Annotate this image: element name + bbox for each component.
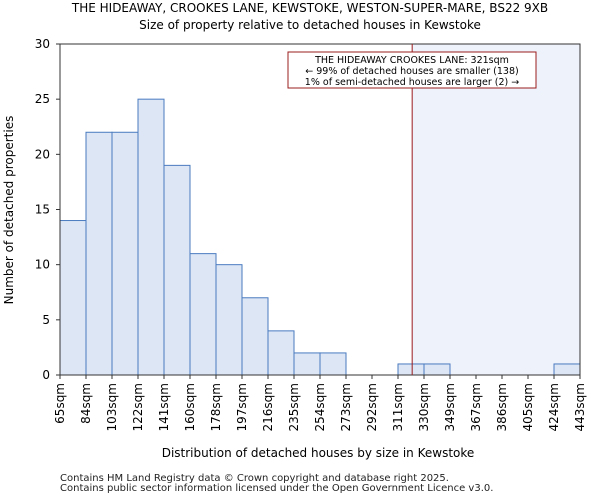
annotation-line: 1% of semi-detached houses are larger (2…: [305, 77, 519, 88]
x-tick-label: 197sqm: [235, 383, 249, 431]
y-axis-label: Number of detached properties: [2, 116, 16, 305]
x-tick-label: 367sqm: [469, 383, 483, 431]
x-tick-label: 178sqm: [209, 383, 223, 431]
y-tick-label: 25: [35, 92, 50, 106]
bar: [553, 363, 581, 376]
bar: [293, 352, 321, 376]
x-tick-label: 386sqm: [495, 383, 509, 431]
x-tick-label: 424sqm: [547, 383, 561, 431]
x-tick-label: 311sqm: [391, 383, 405, 431]
bar: [397, 363, 425, 376]
x-tick-label: 254sqm: [313, 383, 327, 431]
chart-title: THE HIDEAWAY, CROOKES LANE, KEWSTOKE, WE…: [71, 1, 548, 15]
plot-area: 0 5 10 15 20 25 30 65sqm 84sqm 103sqm 122sqm 141sqm…: [35, 37, 587, 431]
bar: [111, 131, 139, 376]
x-tick-label: 349sqm: [443, 383, 457, 431]
bar: [267, 330, 295, 376]
bar: [85, 131, 113, 376]
x-tick-label: 216sqm: [261, 383, 275, 431]
bar: [423, 363, 451, 376]
x-tick-label: 273sqm: [339, 383, 353, 431]
y-tick-label: 10: [35, 258, 50, 272]
chart-subtitle: Size of property relative to detached ho…: [139, 18, 481, 32]
bar: [189, 253, 217, 376]
x-tick-label: 84sqm: [79, 383, 93, 424]
bar: [137, 98, 165, 376]
y-tick-label: 30: [35, 37, 50, 51]
x-tick-label: 103sqm: [105, 383, 119, 431]
x-tick-label: 122sqm: [131, 383, 145, 431]
x-tick-label: 235sqm: [287, 383, 301, 431]
bar: [319, 352, 347, 376]
x-axis-label: Distribution of detached houses by size …: [162, 446, 475, 460]
bar: [241, 297, 269, 376]
y-tick-label: 20: [35, 147, 50, 161]
annotation-box: [287, 51, 537, 89]
x-tick-label: 65sqm: [53, 383, 67, 424]
x-tick-label: 141sqm: [157, 383, 171, 431]
y-tick-label: 0: [42, 368, 50, 382]
x-tick-label: 443sqm: [573, 383, 587, 431]
highlight-region: [412, 44, 580, 375]
annotation-line: THE HIDEAWAY CROOKES LANE: 321sqm: [314, 55, 509, 66]
footer-line-2: Contains public sector information licen…: [60, 483, 494, 494]
x-tick-label: 405sqm: [521, 383, 535, 431]
y-tick-label: 15: [35, 203, 50, 217]
annotation-line: ← 99% of detached houses are smaller (13…: [305, 66, 518, 77]
x-tick-label: 330sqm: [417, 383, 431, 431]
bar: [59, 220, 87, 376]
x-tick-label: 292sqm: [365, 383, 379, 431]
bar: [215, 264, 243, 376]
x-tick-label: 160sqm: [183, 383, 197, 431]
y-tick-label: 5: [42, 313, 50, 327]
bar: [163, 164, 191, 376]
footer-line-1: Contains HM Land Registry data © Crown c…: [60, 473, 449, 484]
